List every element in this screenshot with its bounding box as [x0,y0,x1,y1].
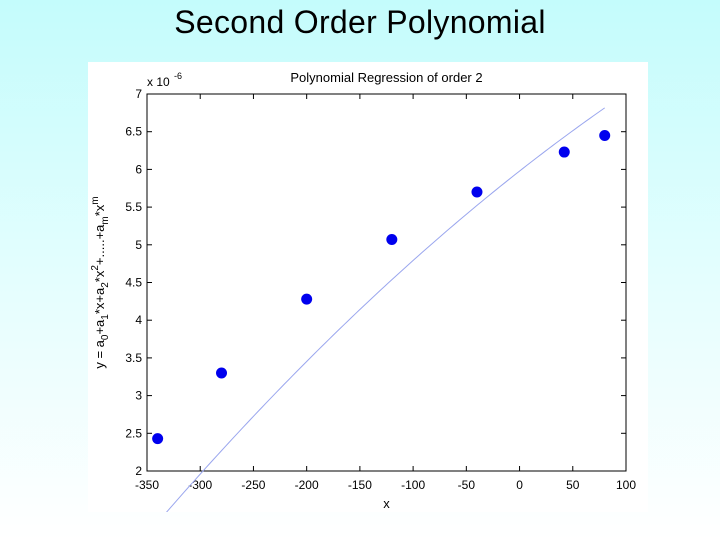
fit-curve [157,107,605,523]
y-axis-label-part: m [100,216,111,224]
y-axis-label-part: +a [92,319,107,335]
chart-title: Polynomial Regression of order 2 [290,70,482,85]
y-axis-label-part: y = a [92,339,107,368]
chart-svg: Polynomial Regression of order 2 x x 10 … [90,70,636,523]
y-tick-label: 6 [135,162,142,176]
y-axis-label-part: 1 [100,314,111,320]
y-axis-label-part: *x [92,204,107,216]
y-tick-label: 2 [135,464,142,478]
plot-area [146,93,627,472]
data-point [599,129,611,141]
data-point [216,367,228,379]
y-axis-label-part: *x+a [92,287,107,314]
y-axis-label-part: 2 [100,282,111,288]
y-axis-label-part: m [90,196,101,204]
x-tick-label: -150 [348,478,372,492]
y-tick-label: 6.5 [125,125,142,139]
axis-ticks: -350 -300 -250 -200 -150 -100 -50 0 50 100 2 2.5 3 3.… [125,87,636,492]
y-axis-label-part: +.....+a [92,224,107,265]
x-tick-label: -50 [458,478,476,492]
data-point [152,433,164,445]
x-tick-label: 0 [516,478,523,492]
x-tick-label: 100 [616,478,636,492]
data-point [558,146,570,158]
y-axis-label: y = a0+a1*x+a2*x2+.....+am*xm [90,196,111,368]
y-exponent-label: x 10 -6 [147,71,182,89]
x-axis-label: x [383,496,390,511]
y-tick-label: 5 [135,238,142,252]
chart-figure: Polynomial Regression of order 2 x x 10 … [88,62,648,523]
y-tick-label: 4 [135,313,142,327]
y-exponent-base: x 10 [147,75,170,89]
y-tick-label: 3.5 [125,351,142,365]
y-tick-label: 5.5 [125,200,142,214]
x-tick-label: 50 [566,478,580,492]
y-tick-label: 3 [135,389,142,403]
data-points [152,129,611,445]
y-tick-label: 4.5 [125,276,142,290]
y-axis-label-part: *x [92,270,107,282]
y-exponent-power: -6 [174,71,182,81]
x-tick-label: -100 [401,478,425,492]
y-axis-label-part: 0 [100,334,111,340]
x-tick-label: -250 [241,478,265,492]
data-point [471,186,483,198]
x-tick-label: -200 [295,478,319,492]
data-point [386,234,398,246]
slide-title: Second Order Polynomial [174,4,546,40]
x-tick-label: -300 [188,478,212,492]
data-point [301,293,313,305]
x-tick-label: -350 [135,478,159,492]
y-tick-label: 7 [135,87,142,101]
y-axis-label-part: 2 [90,265,101,271]
y-tick-label: 2.5 [125,426,142,440]
